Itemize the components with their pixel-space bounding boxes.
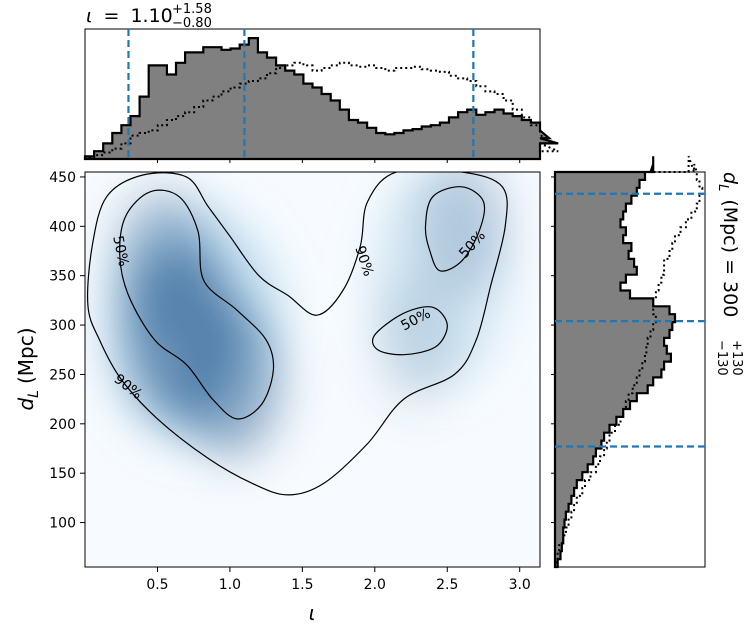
y-axis-label: dL(Mpc) [14, 327, 42, 410]
x-tick-label: 0.5 [146, 577, 168, 593]
y-tick-label: 100 [49, 516, 76, 532]
y-tick-label: 400 [49, 219, 76, 235]
x-tick-label: 2.0 [364, 577, 386, 593]
right-title-lower: −130 [714, 340, 729, 376]
top-title-upper: +1.58 [172, 2, 212, 17]
x-tick-label: 3.0 [509, 577, 531, 593]
right-marginal-histogram [551, 155, 706, 569]
contour-50pct [424, 186, 486, 272]
right-marginal-title: dL(Mpc) = 300 +130 −130 [714, 172, 744, 376]
contour-50pct [119, 189, 275, 420]
top-marginal-title: ι = 1.10 [86, 5, 173, 27]
y-tick-label: 200 [49, 417, 76, 433]
contour-label: 50% [109, 234, 131, 268]
top-posterior-histogram [83, 37, 559, 161]
svg-text:dL(Mpc): dL(Mpc) [14, 327, 42, 410]
right-prior-histogram [555, 155, 704, 568]
x-tick-label: 1.5 [291, 577, 313, 593]
y-tick-label: 250 [49, 367, 76, 383]
top-prior-histogram [84, 61, 559, 159]
y-tick-label: 300 [49, 318, 76, 334]
contour-50pct [371, 306, 448, 356]
density-blob [103, 205, 284, 446]
x-tick-label: 2.5 [436, 577, 458, 593]
x-tick-label: 1.0 [219, 577, 241, 593]
right-title-upper: +130 [729, 340, 744, 376]
y-tick-label: 150 [49, 466, 76, 482]
y-tick-label: 350 [49, 269, 76, 285]
y-tick-label: 450 [49, 170, 76, 186]
right-posterior-histogram [553, 156, 677, 569]
top-title-lower: −0.80 [172, 16, 212, 31]
top-marginal-histogram [83, 28, 559, 163]
x-axis-label: ι [309, 601, 316, 625]
joint-density-panel: 50% 50%50%90%90% 0.5 1.0 1.5 2.0 2.5 3.0 10015… [49, 170, 541, 593]
contour-90pct [87, 172, 508, 496]
density-blob [370, 172, 510, 386]
svg-text:dL(Mpc) = 300: dL(Mpc) = 300 [715, 172, 741, 317]
